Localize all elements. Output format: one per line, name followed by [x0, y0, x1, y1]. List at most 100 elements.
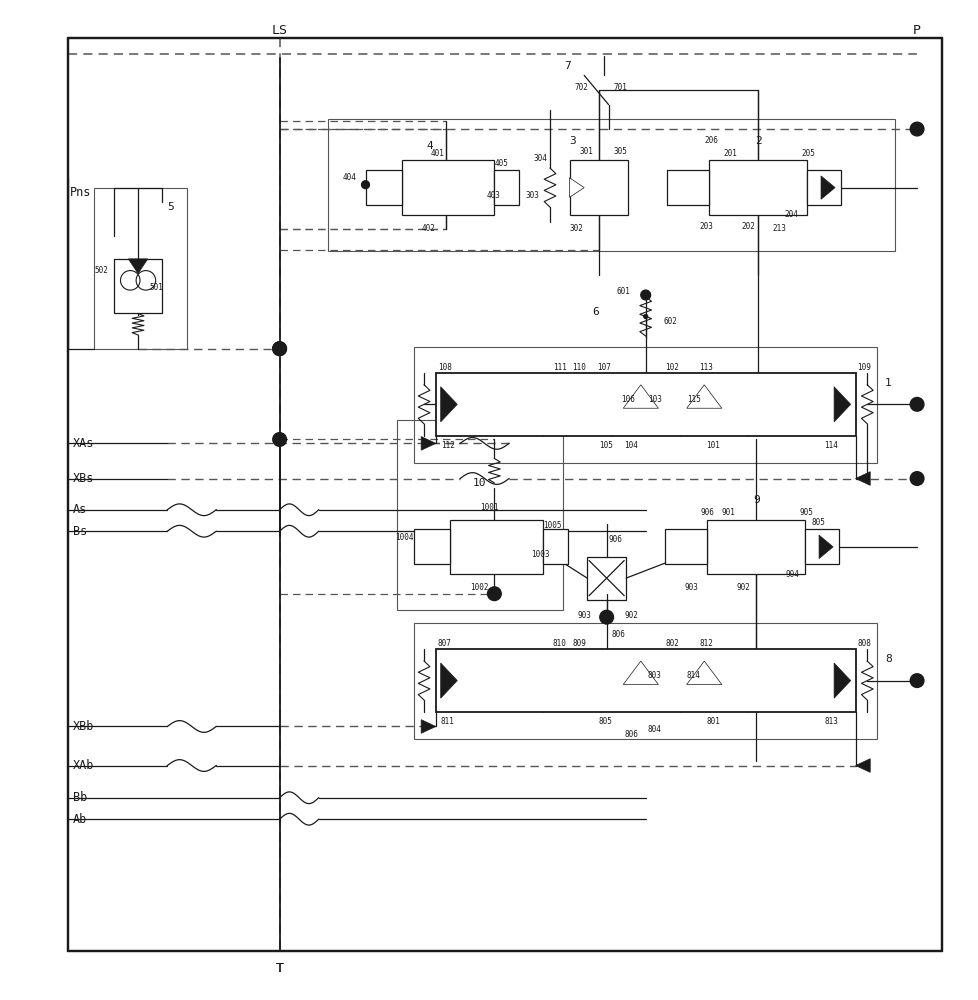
Text: XAb: XAb	[72, 759, 94, 772]
Bar	[666, 170, 708, 205]
Text: 404: 404	[342, 173, 357, 182]
Text: 113: 113	[698, 363, 713, 372]
Text: 1005: 1005	[543, 521, 561, 530]
Text: Ab: Ab	[72, 813, 87, 826]
Text: 7: 7	[564, 61, 571, 71]
Text: 403: 403	[486, 191, 500, 200]
Text: XAs: XAs	[72, 437, 94, 450]
Circle shape	[910, 674, 923, 687]
Circle shape	[487, 587, 501, 601]
Polygon shape	[833, 663, 850, 698]
Bar	[806, 170, 840, 205]
Polygon shape	[855, 472, 869, 485]
Bar	[706, 520, 804, 574]
Text: 1: 1	[884, 378, 891, 388]
Text: Pns: Pns	[69, 186, 91, 199]
Polygon shape	[686, 385, 721, 408]
Text: 501: 501	[150, 283, 163, 292]
Polygon shape	[569, 178, 584, 197]
Text: 802: 802	[664, 639, 679, 648]
Text: 809: 809	[572, 639, 586, 648]
Bar	[113, 259, 162, 313]
Circle shape	[273, 342, 287, 356]
Text: 108: 108	[437, 363, 451, 372]
Circle shape	[600, 610, 613, 624]
Text: 1003: 1003	[531, 550, 550, 559]
Text: 112: 112	[440, 441, 454, 450]
Text: 104: 104	[624, 441, 638, 450]
Text: 903: 903	[684, 583, 698, 592]
Text: 111: 111	[553, 363, 566, 372]
Text: 805: 805	[811, 518, 824, 527]
Bar	[435, 373, 855, 436]
Bar	[365, 170, 401, 205]
Text: 205: 205	[801, 149, 815, 158]
Text: 902: 902	[624, 611, 638, 620]
Bar	[664, 529, 706, 564]
Text: 206: 206	[703, 136, 718, 145]
Text: 401: 401	[430, 149, 444, 158]
Text: 702: 702	[574, 83, 588, 92]
Bar	[569, 160, 628, 215]
Text: 902: 902	[735, 583, 749, 592]
Polygon shape	[421, 437, 435, 450]
Text: 202: 202	[740, 222, 754, 231]
Text: XBb: XBb	[72, 720, 94, 733]
Text: 114: 114	[823, 441, 837, 450]
Polygon shape	[855, 759, 869, 772]
Polygon shape	[623, 661, 658, 685]
Text: 5: 5	[167, 202, 174, 212]
Circle shape	[361, 181, 369, 189]
Bar	[414, 623, 876, 739]
Text: 701: 701	[613, 83, 627, 92]
Text: 105: 105	[599, 441, 612, 450]
Polygon shape	[833, 387, 850, 422]
Text: 806: 806	[624, 730, 638, 739]
Text: 4: 4	[425, 141, 432, 151]
Text: 811: 811	[440, 717, 454, 726]
Polygon shape	[128, 259, 148, 274]
Text: 301: 301	[579, 147, 593, 156]
Text: 905: 905	[799, 508, 813, 517]
Circle shape	[273, 433, 287, 446]
Circle shape	[644, 315, 647, 318]
Bar	[804, 529, 838, 564]
Text: 803: 803	[647, 671, 661, 680]
Text: 305: 305	[613, 147, 627, 156]
Text: 303: 303	[525, 191, 539, 200]
Text: 1004: 1004	[394, 533, 413, 542]
Text: 101: 101	[705, 441, 720, 450]
Bar	[494, 170, 518, 205]
Text: Bs: Bs	[72, 525, 87, 538]
Bar	[67, 38, 942, 951]
Text: As: As	[72, 503, 87, 516]
Bar	[396, 420, 562, 610]
Text: 801: 801	[705, 717, 720, 726]
Text: XBs: XBs	[72, 472, 94, 485]
Text: 1002: 1002	[469, 583, 488, 592]
Polygon shape	[623, 385, 658, 408]
Bar	[94, 188, 187, 349]
Text: 906: 906	[699, 508, 714, 517]
Text: 405: 405	[494, 159, 508, 168]
Text: 10: 10	[472, 478, 486, 488]
Circle shape	[601, 612, 611, 622]
Text: 110: 110	[572, 363, 586, 372]
Text: 304: 304	[533, 154, 547, 163]
Bar	[414, 529, 450, 564]
Polygon shape	[440, 663, 457, 698]
Polygon shape	[686, 661, 721, 685]
Text: 9: 9	[752, 495, 759, 505]
Polygon shape	[440, 387, 457, 422]
Text: 102: 102	[664, 363, 679, 372]
Text: 812: 812	[698, 639, 713, 648]
Bar	[587, 557, 626, 600]
Text: 115: 115	[686, 395, 700, 404]
Text: 906: 906	[608, 535, 622, 544]
Text: T: T	[276, 962, 284, 975]
Text: 107: 107	[597, 363, 610, 372]
Text: 806: 806	[611, 630, 625, 639]
Circle shape	[910, 397, 923, 411]
Text: Bb: Bb	[72, 791, 87, 804]
Bar	[543, 529, 567, 564]
